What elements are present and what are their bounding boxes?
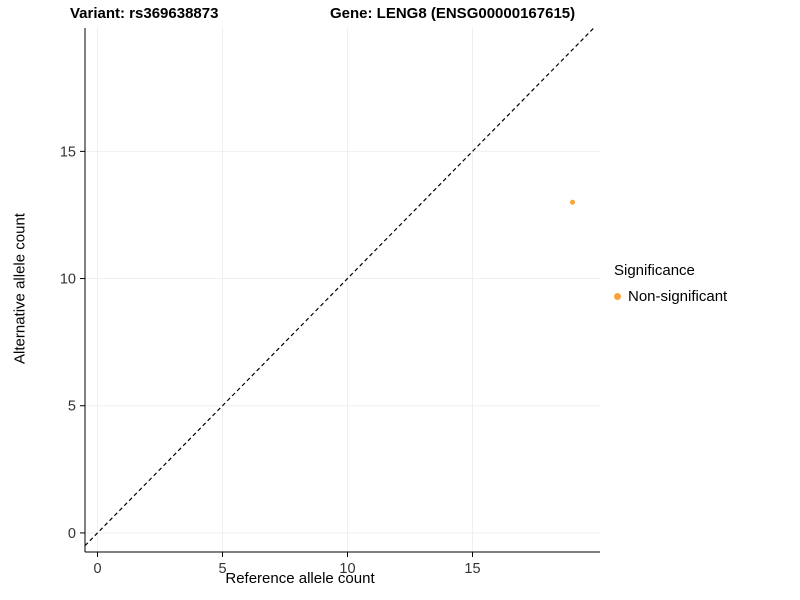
legend-title: Significance — [614, 262, 695, 279]
y-tick-label: 5 — [68, 399, 76, 415]
y-tick-label: 0 — [68, 526, 76, 542]
plot-title-variant: Variant: rs369638873 — [70, 5, 219, 22]
x-axis-label: Reference allele count — [225, 570, 375, 587]
legend-entry: Non-significant — [614, 288, 794, 305]
x-tick-label: 10 — [339, 561, 355, 577]
legend-entry-label: Non-significant — [628, 288, 728, 305]
legend: Significance Non-significant — [614, 262, 794, 305]
plot-title-gene: Gene: LENG8 (ENSG00000167615) — [330, 5, 576, 22]
identity-line — [84, 27, 595, 547]
legend-point-icon — [614, 293, 621, 300]
x-tick-label: 5 — [218, 561, 226, 577]
y-axis-label: Alternative allele count — [11, 213, 29, 364]
x-tick-label: 0 — [93, 561, 101, 577]
y-tick-label: 10 — [60, 272, 76, 288]
y-tick-label: 15 — [60, 144, 76, 160]
data-point — [570, 199, 575, 205]
x-tick-label: 15 — [464, 561, 480, 577]
